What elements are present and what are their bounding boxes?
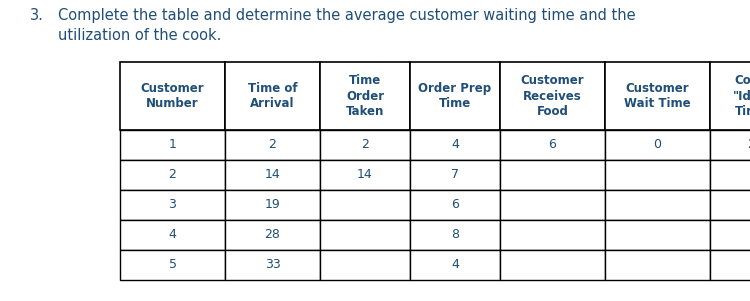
Bar: [320, 62, 410, 130]
Bar: [410, 160, 500, 190]
Bar: [500, 250, 605, 280]
Bar: [225, 190, 320, 220]
Bar: [225, 130, 320, 160]
Text: 4: 4: [451, 259, 459, 272]
Text: Order Prep
Time: Order Prep Time: [419, 82, 491, 110]
Text: 2: 2: [169, 169, 176, 182]
Text: 2: 2: [361, 138, 369, 151]
Bar: [710, 62, 750, 130]
Bar: [120, 62, 225, 130]
Text: Cook
"Idle"
Time: Cook "Idle" Time: [733, 74, 750, 118]
Bar: [320, 160, 410, 190]
Bar: [320, 220, 410, 250]
Bar: [710, 250, 750, 280]
Bar: [320, 190, 410, 220]
Text: 1: 1: [169, 138, 176, 151]
Text: 3: 3: [169, 198, 176, 212]
Bar: [225, 160, 320, 190]
Bar: [120, 190, 225, 220]
Text: 7: 7: [451, 169, 459, 182]
Bar: [320, 130, 410, 160]
Text: 6: 6: [548, 138, 556, 151]
Text: Time
Order
Taken: Time Order Taken: [346, 74, 384, 118]
Bar: [710, 220, 750, 250]
Bar: [500, 130, 605, 160]
Bar: [710, 160, 750, 190]
Bar: [500, 62, 605, 130]
Bar: [710, 190, 750, 220]
Text: 8: 8: [451, 228, 459, 241]
Text: 5: 5: [169, 259, 176, 272]
Bar: [410, 250, 500, 280]
Text: 19: 19: [265, 198, 280, 212]
Bar: [410, 220, 500, 250]
Text: 4: 4: [169, 228, 176, 241]
Text: 2: 2: [747, 138, 750, 151]
Bar: [410, 130, 500, 160]
Bar: [225, 220, 320, 250]
Text: 14: 14: [265, 169, 280, 182]
Text: 33: 33: [265, 259, 280, 272]
Bar: [605, 160, 710, 190]
Bar: [320, 250, 410, 280]
Text: Complete the table and determine the average customer waiting time and the
utili: Complete the table and determine the ave…: [58, 8, 635, 43]
Bar: [605, 220, 710, 250]
Bar: [120, 220, 225, 250]
Bar: [500, 160, 605, 190]
Text: Time of
Arrival: Time of Arrival: [248, 82, 297, 110]
Bar: [605, 130, 710, 160]
Text: 2: 2: [268, 138, 277, 151]
Bar: [500, 190, 605, 220]
Bar: [605, 62, 710, 130]
Text: Customer
Number: Customer Number: [141, 82, 204, 110]
Bar: [120, 130, 225, 160]
Bar: [225, 62, 320, 130]
Text: 6: 6: [451, 198, 459, 212]
Text: 28: 28: [265, 228, 280, 241]
Bar: [410, 62, 500, 130]
Text: Customer
Receives
Food: Customer Receives Food: [520, 74, 584, 118]
Bar: [410, 190, 500, 220]
Text: Customer
Wait Time: Customer Wait Time: [624, 82, 691, 110]
Text: 14: 14: [357, 169, 373, 182]
Text: 0: 0: [653, 138, 662, 151]
Bar: [225, 250, 320, 280]
Bar: [605, 190, 710, 220]
Bar: [605, 250, 710, 280]
Bar: [710, 130, 750, 160]
Bar: [500, 220, 605, 250]
Bar: [120, 160, 225, 190]
Bar: [120, 250, 225, 280]
Text: 4: 4: [451, 138, 459, 151]
Text: 3.: 3.: [30, 8, 44, 23]
